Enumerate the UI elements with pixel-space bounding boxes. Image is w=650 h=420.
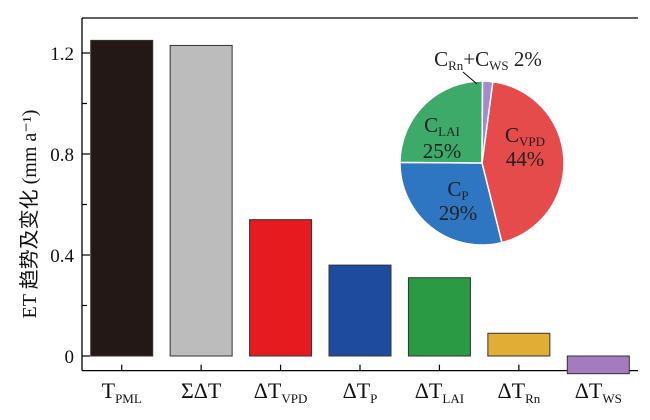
pie-slice-percent: 44% (506, 147, 545, 171)
bar-2 (169, 44, 233, 357)
x-tick-label: ΔTVPD (254, 378, 308, 406)
pie-slice-3 (399, 80, 484, 164)
pie-slice-4 (481, 80, 494, 164)
bar-4 (328, 264, 392, 357)
x-tick-label: ΔTP (343, 378, 378, 406)
bar-1 (90, 39, 154, 357)
y-axis-title: ET 趋势及变化 (mm a⁻¹) (18, 110, 41, 319)
pie-slice-label: CP (447, 177, 468, 203)
x-tick-label: ΔTRn (497, 378, 540, 406)
pie-slice-1 (481, 80, 565, 244)
bar-7 (566, 355, 630, 375)
bar-6 (487, 332, 551, 357)
pie-slice-2 (399, 161, 503, 246)
y-tick-label: 0.8 (50, 145, 74, 166)
pie-slice-label: CLAI (424, 113, 460, 139)
bar-3 (249, 219, 313, 357)
y-tick-label: 1.2 (50, 44, 74, 65)
y-tick-label: 0 (65, 347, 75, 368)
axes: 0 0.4 0.8 1.2 (50, 17, 638, 372)
x-tick-label: ΔTWS (575, 378, 622, 406)
bar-series (90, 39, 630, 375)
y-tick-label: 0.4 (50, 246, 74, 267)
pie-slice-label: CRn+CWS 2% (434, 47, 542, 73)
pie-slice-label: CVPD (505, 123, 545, 149)
x-tick-label: ΣΔT (181, 378, 222, 403)
x-tick-label: ΔTLAI (415, 378, 464, 406)
x-tick-labels: TPML ΣΔT ΔTVPD ΔTP ΔTLAI ΔTRn ΔTWS (102, 378, 622, 406)
pie-leader-line (462, 71, 478, 85)
bar-5 (407, 277, 471, 357)
x-tick-label: TPML (102, 378, 142, 406)
pie-slice-percent: 25% (423, 139, 462, 163)
pie-slice-percent: 29% (439, 201, 478, 225)
